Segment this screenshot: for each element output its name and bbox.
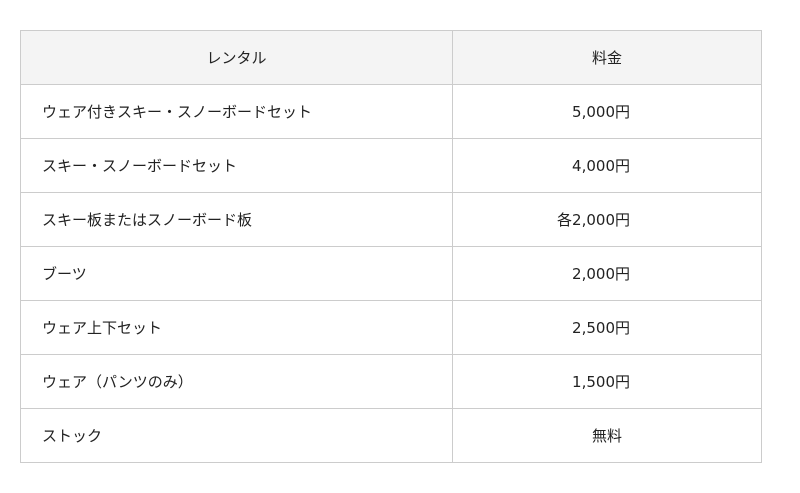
rental-price: 2,500円 [452, 300, 762, 355]
header-price: 料金 [452, 30, 762, 85]
rental-price: 各2,000円 [452, 192, 762, 247]
table-row: ウェア付きスキー・スノーボードセット 5,000円 [20, 84, 762, 139]
header-rental: レンタル [20, 30, 453, 85]
rental-price: 無料 [452, 408, 762, 463]
rental-item: スキー板またはスノーボード板 [20, 192, 453, 247]
table-row: ブーツ 2,000円 [20, 246, 762, 301]
rental-item: スキー・スノーボードセット [20, 138, 453, 193]
rental-price: 4,000円 [452, 138, 762, 193]
rental-item: ウェア付きスキー・スノーボードセット [20, 84, 453, 139]
table-row: ウェア（パンツのみ） 1,500円 [20, 354, 762, 409]
rental-item: ウェア（パンツのみ） [20, 354, 453, 409]
table-row: ストック 無料 [20, 408, 762, 463]
rental-price-table: レンタル 料金 ウェア付きスキー・スノーボードセット 5,000円 スキー・スノーボ… [20, 30, 762, 463]
rental-price: 2,000円 [452, 246, 762, 301]
rental-item: ブーツ [20, 246, 453, 301]
rental-price: 5,000円 [452, 84, 762, 139]
table-row: ウェア上下セット 2,500円 [20, 300, 762, 355]
rental-item: ウェア上下セット [20, 300, 453, 355]
table-header-row: レンタル 料金 [20, 30, 762, 85]
table-row: スキー板またはスノーボード板 各2,000円 [20, 192, 762, 247]
rental-price: 1,500円 [452, 354, 762, 409]
rental-item: ストック [20, 408, 453, 463]
table-row: スキー・スノーボードセット 4,000円 [20, 138, 762, 193]
